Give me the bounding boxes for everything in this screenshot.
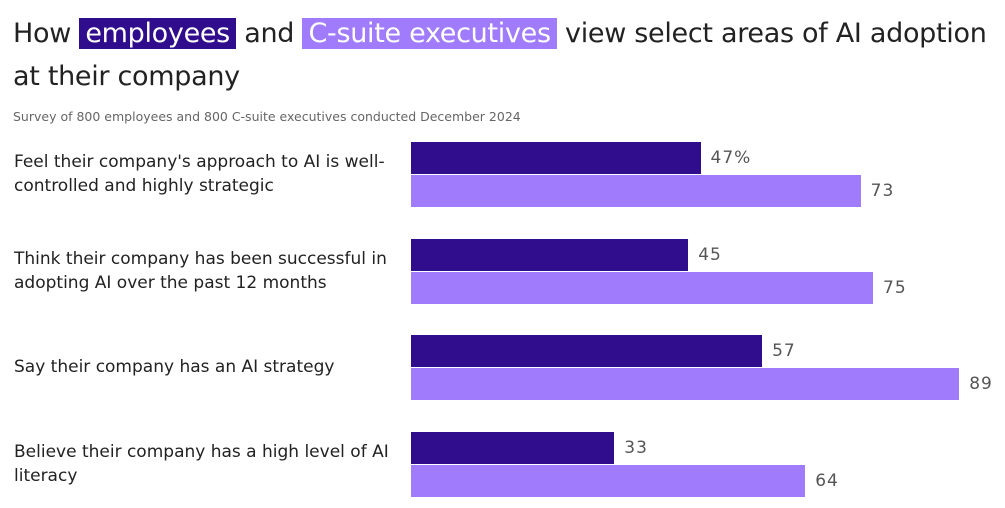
data-label: 45 [698, 244, 722, 265]
bar [411, 368, 960, 400]
legend-entry: employees [79, 18, 236, 49]
data-label: 33 [624, 437, 648, 458]
bar [411, 335, 763, 367]
category-label: Think their company has been successful … [14, 248, 387, 293]
bar [411, 464, 806, 497]
category-label: Feel their company's approach to AI is w… [14, 152, 385, 196]
data-label: 47% [710, 148, 752, 168]
bar [411, 142, 701, 174]
bar [411, 175, 861, 207]
title-text: and [244, 18, 295, 49]
data-label: 89 [969, 374, 993, 394]
category-label: Believe their company has a high level o… [14, 441, 389, 486]
data-label: 57 [772, 341, 796, 361]
chart-subtitle: Survey of 800 employees and 800 C-suite … [13, 109, 521, 124]
category-label: Say their company has an AI strategy [14, 357, 335, 377]
data-label: 73 [870, 181, 895, 201]
chart-title: How employees and C-suite executives vie… [13, 12, 988, 98]
data-label: 75 [883, 277, 907, 298]
legend-entry: C-suite executives [302, 18, 557, 49]
title-text: How [13, 18, 72, 49]
bar [411, 271, 873, 304]
data-label: 64 [815, 470, 839, 491]
bar [411, 431, 615, 464]
title-text: view select areas of AI adoption at thei… [13, 18, 987, 92]
bar [411, 238, 689, 271]
